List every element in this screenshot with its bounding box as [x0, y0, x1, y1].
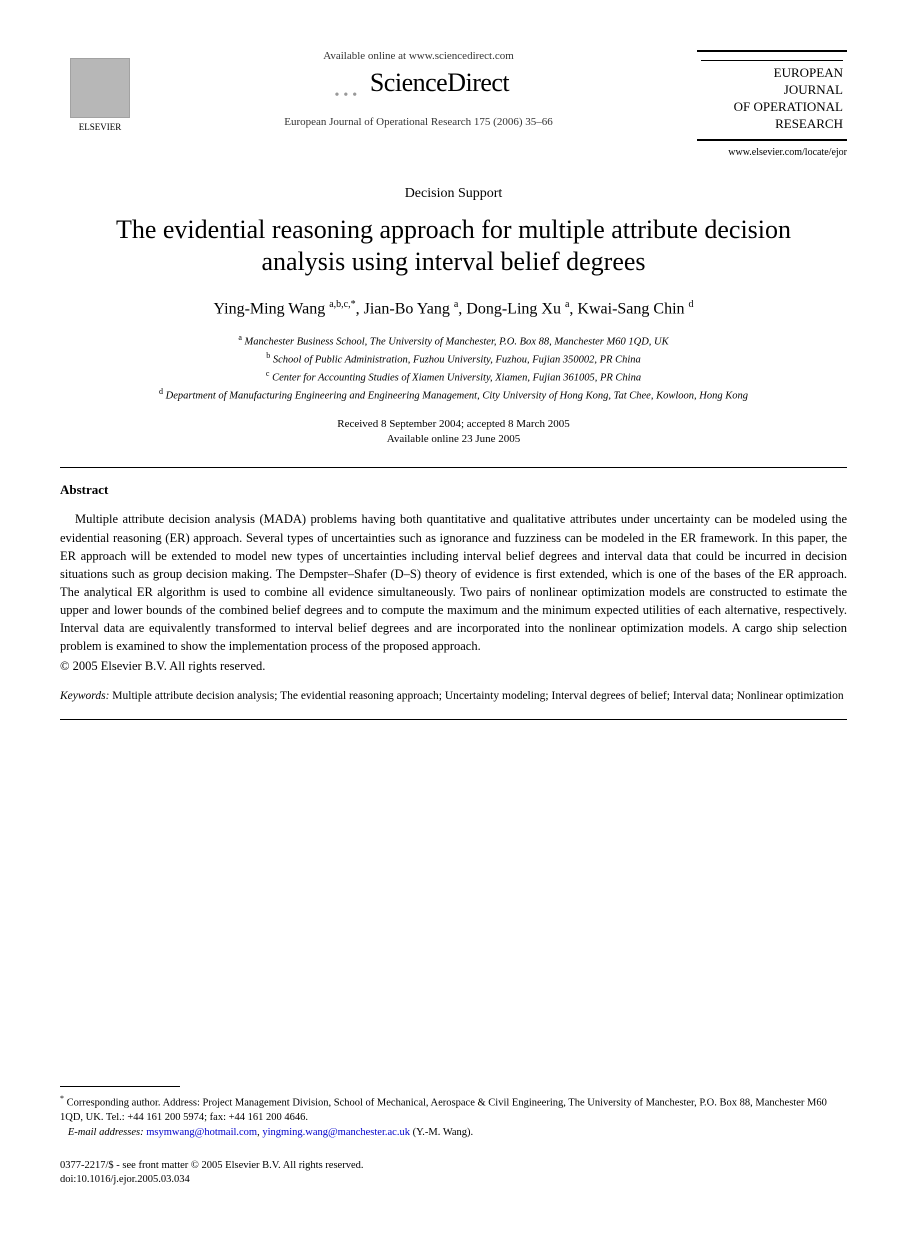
article-title: The evidential reasoning approach for mu…: [60, 214, 847, 279]
abstract-body: Multiple attribute decision analysis (MA…: [60, 510, 847, 655]
sciencedirect-logo: ScienceDirect: [160, 68, 677, 98]
affiliation: b School of Public Administration, Fuzho…: [60, 350, 847, 368]
footer-block: * Corresponding author. Address: Project…: [60, 1086, 847, 1188]
online-date: Available online 23 June 2005: [60, 432, 847, 447]
journal-box-wrapper: EUROPEAN JOURNAL OF OPERATIONAL RESEARCH…: [697, 50, 847, 174]
available-online-text: Available online at www.sciencedirect.co…: [160, 50, 677, 62]
dates-block: Received 8 September 2004; accepted 8 Ma…: [60, 417, 847, 448]
journal-box-line: RESEARCH: [701, 116, 843, 133]
affiliation: a Manchester Business School, The Univer…: [60, 332, 847, 350]
doi-block: 0377-2217/$ - see front matter © 2005 El…: [60, 1159, 847, 1188]
journal-title-box: EUROPEAN JOURNAL OF OPERATIONAL RESEARCH: [697, 50, 847, 141]
abstract-copyright: © 2005 Elsevier B.V. All rights reserved…: [60, 659, 847, 674]
keywords-label: Keywords:: [60, 690, 109, 702]
keywords-text: Multiple attribute decision analysis; Th…: [112, 690, 843, 702]
section-label: Decision Support: [60, 186, 847, 202]
received-date: Received 8 September 2004; accepted 8 Ma…: [60, 417, 847, 432]
journal-reference: European Journal of Operational Research…: [160, 116, 677, 128]
divider: [60, 719, 847, 720]
abstract-heading: Abstract: [60, 482, 847, 498]
affiliation: c Center for Accounting Studies of Xiame…: [60, 368, 847, 386]
keywords-block: Keywords: Multiple attribute decision an…: [60, 688, 847, 704]
publisher-name: ELSEVIER: [79, 122, 122, 132]
affiliation: d Department of Manufacturing Engineerin…: [60, 386, 847, 404]
center-header: Available online at www.sciencedirect.co…: [140, 50, 697, 128]
journal-url: www.elsevier.com/locate/ejor: [697, 147, 847, 158]
sciencedirect-dots-icon: [328, 76, 368, 94]
journal-box-line: OF OPERATIONAL: [701, 99, 843, 116]
email-link[interactable]: msymwang@hotmail.com: [146, 1127, 257, 1138]
email-footnote: E-mail addresses: msymwang@hotmail.com, …: [60, 1126, 847, 1141]
journal-box-line: JOURNAL: [701, 82, 843, 99]
email-link[interactable]: yingming.wang@manchester.ac.uk: [262, 1127, 410, 1138]
header-row: ELSEVIER Available online at www.science…: [60, 50, 847, 174]
journal-box-line: EUROPEAN: [701, 60, 843, 82]
divider: [60, 467, 847, 468]
authors-line: Ying-Ming Wang a,b,c,*, Jian-Bo Yang a, …: [60, 299, 847, 318]
affiliations-block: a Manchester Business School, The Univer…: [60, 332, 847, 405]
front-matter-line: 0377-2217/$ - see front matter © 2005 El…: [60, 1159, 847, 1174]
elsevier-tree-icon: [70, 58, 130, 118]
corresponding-footnote: * Corresponding author. Address: Project…: [60, 1093, 847, 1126]
publisher-logo: ELSEVIER: [60, 50, 140, 140]
doi-line: doi:10.1016/j.ejor.2005.03.034: [60, 1173, 847, 1188]
footnote-divider: [60, 1086, 180, 1087]
